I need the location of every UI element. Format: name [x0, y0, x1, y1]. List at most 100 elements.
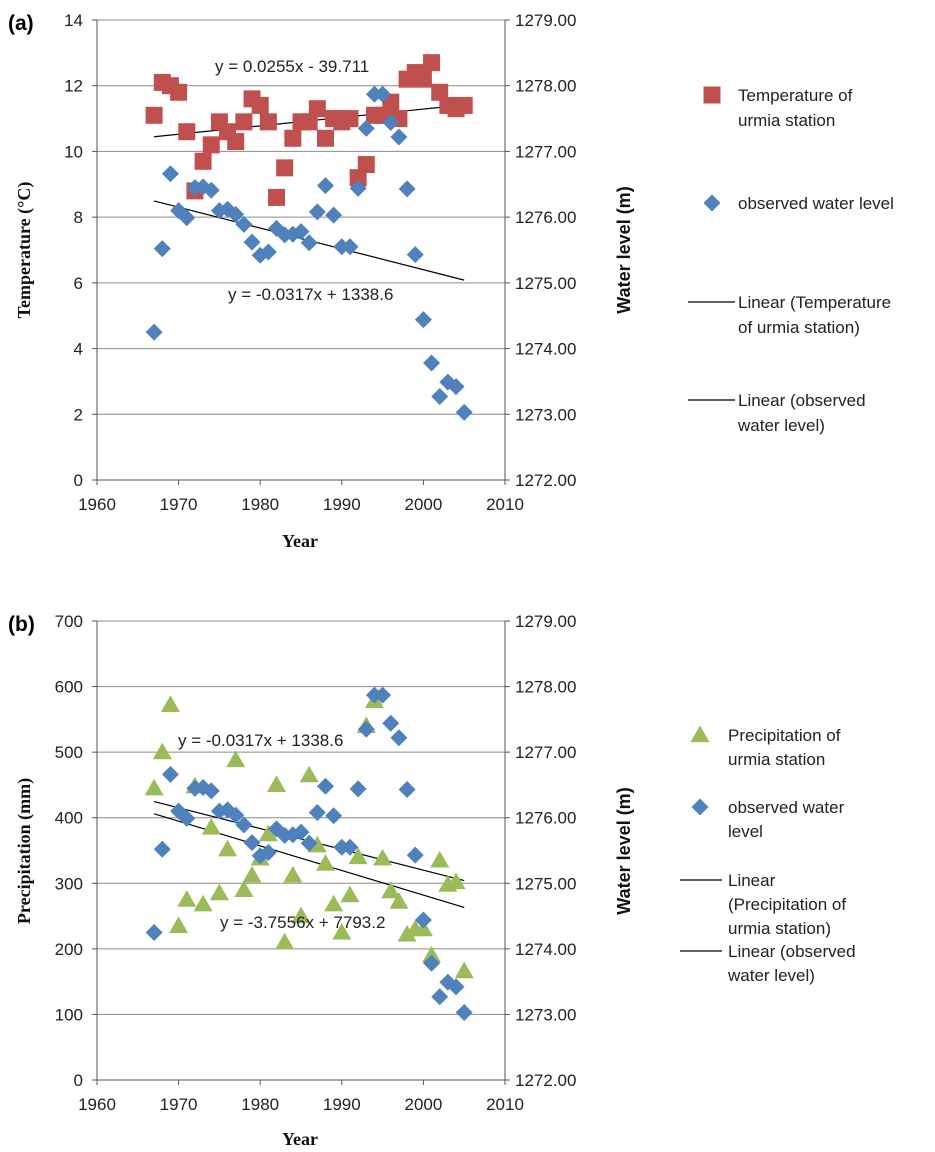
data-point-triangle	[332, 922, 352, 940]
y-tick-label: 2	[74, 405, 83, 424]
x-axis-title: Year	[282, 531, 318, 551]
data-point-square	[431, 83, 449, 101]
series-1-points	[145, 85, 473, 421]
data-point-diamond	[447, 978, 465, 996]
legend-label: urmia station	[738, 111, 835, 130]
x-tick-label: 2010	[486, 495, 524, 514]
data-point-square	[284, 129, 302, 147]
y-tick-label: 0	[74, 1071, 83, 1090]
y-axis-title: Temperature (°C)	[14, 182, 35, 319]
y2-tick-label: 1274.00	[515, 340, 576, 359]
data-point-triangle	[348, 847, 368, 865]
data-point-diamond	[357, 720, 375, 738]
data-point-diamond	[243, 233, 261, 251]
data-point-diamond	[447, 378, 465, 396]
data-point-diamond	[243, 834, 261, 852]
x-tick-label: 1960	[78, 1095, 116, 1114]
data-point-diamond	[390, 128, 408, 146]
y2-axis-title: Water level (m)	[614, 787, 634, 914]
data-point-square	[170, 83, 188, 101]
data-point-diamond	[161, 765, 179, 783]
data-point-square	[268, 188, 286, 206]
data-point-diamond	[227, 806, 245, 824]
data-point-square	[227, 133, 245, 151]
x-tick-label: 1980	[241, 495, 279, 514]
data-point-square	[316, 129, 334, 147]
data-point-diamond	[406, 846, 424, 864]
data-point-triangle	[177, 890, 197, 907]
data-point-diamond	[202, 782, 220, 800]
data-point-square	[145, 106, 163, 124]
data-point-diamond	[161, 165, 179, 183]
data-point-triangle	[381, 881, 401, 899]
legend-label: Temperature of	[738, 86, 853, 105]
legend-label: level	[728, 822, 763, 841]
legend-label: water level)	[737, 416, 825, 435]
data-point-diamond	[398, 781, 416, 799]
data-point-diamond	[414, 911, 432, 929]
data-point-triangle	[169, 916, 189, 934]
data-point-diamond	[406, 246, 424, 264]
data-point-diamond	[423, 354, 441, 372]
panel-label: (b)	[8, 613, 35, 636]
data-point-diamond	[259, 843, 277, 861]
data-point-diamond	[145, 323, 163, 341]
data-point-diamond	[423, 954, 441, 972]
data-point-triangle	[454, 961, 474, 979]
y-tick-label: 100	[55, 1005, 83, 1024]
data-point-diamond	[357, 119, 375, 137]
data-point-diamond	[178, 209, 196, 227]
data-point-diamond	[316, 777, 334, 795]
data-point-triangle	[201, 818, 221, 835]
y-tick-label: 4	[74, 340, 83, 359]
data-point-triangle	[315, 854, 335, 871]
y-tick-label: 700	[55, 612, 83, 631]
data-point-diamond	[455, 403, 473, 421]
data-point-diamond	[374, 85, 392, 103]
y2-tick-label: 1273.00	[515, 1005, 576, 1024]
trend-equation-label: y = -3.7556x + 7793.2	[220, 913, 385, 932]
chart-panel-b: 0 100 200 300 400 500 600 700 1272.00 1273.00 1274…	[8, 612, 856, 1149]
y2-tick-label: 1279.00	[515, 11, 576, 30]
data-point-triangle	[422, 945, 442, 963]
data-point-square	[178, 123, 196, 141]
legend-label: observed water level	[738, 194, 894, 213]
data-point-diamond	[325, 807, 343, 825]
data-point-triangle	[234, 880, 254, 897]
legend-diamond-swatch	[703, 194, 721, 212]
data-point-triangle	[324, 894, 344, 912]
data-point-diamond	[178, 809, 196, 827]
y2-tick-label: 1278.00	[515, 678, 576, 697]
data-point-triangle	[283, 865, 303, 883]
data-point-square	[423, 54, 441, 72]
y2-axis-title: Water level (m)	[614, 186, 634, 313]
data-point-square	[308, 100, 326, 118]
y-tick-label: 8	[74, 208, 83, 227]
y-tick-label: 500	[55, 743, 83, 762]
data-point-diamond	[235, 215, 253, 233]
data-point-triangle	[193, 894, 213, 912]
data-point-square	[202, 136, 220, 154]
legend-label: Linear (Temperature	[738, 293, 891, 312]
data-point-diamond	[374, 686, 392, 704]
legend-label: (Precipitation of	[728, 895, 846, 914]
trend-equation-label: y = 0.0255x - 39.711	[215, 57, 369, 76]
legend-label: observed water	[728, 798, 845, 817]
data-point-square	[349, 169, 367, 187]
data-point-triangle	[226, 750, 246, 768]
series-0-points	[145, 54, 473, 206]
data-point-diamond	[382, 114, 400, 132]
legend-square-swatch	[703, 86, 721, 104]
y-tick-label: 300	[55, 874, 83, 893]
data-point-triangle	[275, 932, 295, 950]
data-point-diamond	[153, 240, 171, 258]
data-point-square	[194, 152, 212, 170]
y2-tick-label: 1276.00	[515, 809, 576, 828]
y-tick-label: 200	[55, 940, 83, 959]
y-tick-label: 600	[55, 678, 83, 697]
data-point-triangle	[144, 778, 164, 796]
data-point-diamond	[382, 714, 400, 732]
data-point-diamond	[227, 206, 245, 224]
data-point-triangle	[397, 924, 417, 942]
